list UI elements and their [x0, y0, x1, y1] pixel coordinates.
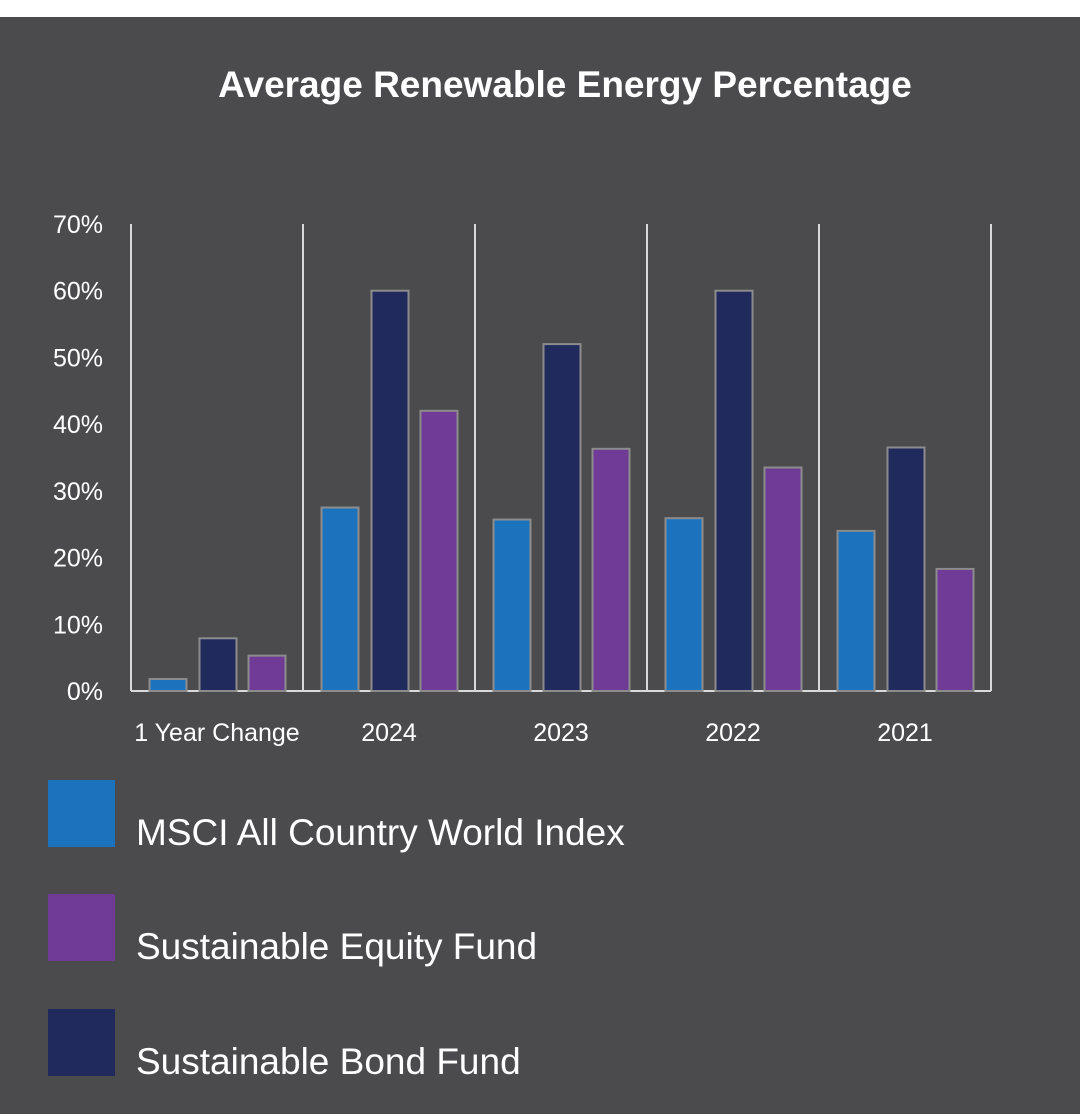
y-tick-label: 20%: [53, 545, 103, 573]
x-category-label: 1 Year Change: [134, 719, 299, 747]
bar-sustainable-equity-fund-2022: [763, 466, 803, 692]
bar-msci-all-country-world-index-2023: [492, 518, 532, 692]
bar-msci-all-country-world-index-2024: [320, 506, 360, 692]
bar-sustainable-equity-fund-2021: [935, 567, 975, 692]
chart-panel: Average Renewable Energy Percentage 0% 10…: [0, 17, 1080, 1114]
y-tick-label: 30%: [53, 478, 103, 506]
x-category-label: 2024: [361, 719, 417, 747]
bar-msci-all-country-world-index-2022: [664, 517, 704, 692]
bar-sustainable-bond-fund-2022: [714, 289, 754, 692]
legend-label-equity: Sustainable Equity Fund: [136, 926, 538, 967]
legend-label-msci: MSCI All Country World Index: [136, 812, 625, 853]
bar-msci-all-country-world-index-1-year-change: [148, 677, 188, 693]
bar-sustainable-bond-fund-2024: [370, 289, 410, 692]
bar-sustainable-bond-fund-1-year-change: [198, 637, 238, 692]
bar-sustainable-bond-fund-2023: [542, 343, 582, 692]
x-category-label: 2023: [533, 719, 589, 747]
y-tick-label: 60%: [53, 278, 103, 306]
y-tick-label: 40%: [53, 411, 103, 439]
bar-chart: 0% 10% 20% 30% 40% 50% 60% 70% 1 Year Change 2024…: [53, 211, 992, 747]
legend-swatch-msci: [48, 780, 115, 847]
x-category-label: 2021: [877, 719, 933, 747]
legend-label-bond: Sustainable Bond Fund: [136, 1041, 521, 1082]
bar-msci-all-country-world-index-2021: [836, 529, 876, 693]
y-tick-label: 50%: [53, 344, 103, 372]
x-category-label: 2022: [705, 719, 761, 747]
bar-sustainable-equity-fund-2023: [591, 447, 631, 692]
bar-sustainable-bond-fund-2021: [886, 446, 926, 692]
y-tick-label: 70%: [53, 211, 103, 239]
y-tick-label: 0%: [67, 678, 103, 706]
legend-swatch-bond: [48, 1009, 115, 1076]
bar-sustainable-equity-fund-1-year-change: [247, 654, 287, 692]
bar-sustainable-equity-fund-2024: [419, 409, 459, 692]
legend-swatch-equity: [48, 894, 115, 961]
chart-title: Average Renewable Energy Percentage: [218, 64, 912, 105]
y-tick-label: 10%: [53, 611, 103, 639]
